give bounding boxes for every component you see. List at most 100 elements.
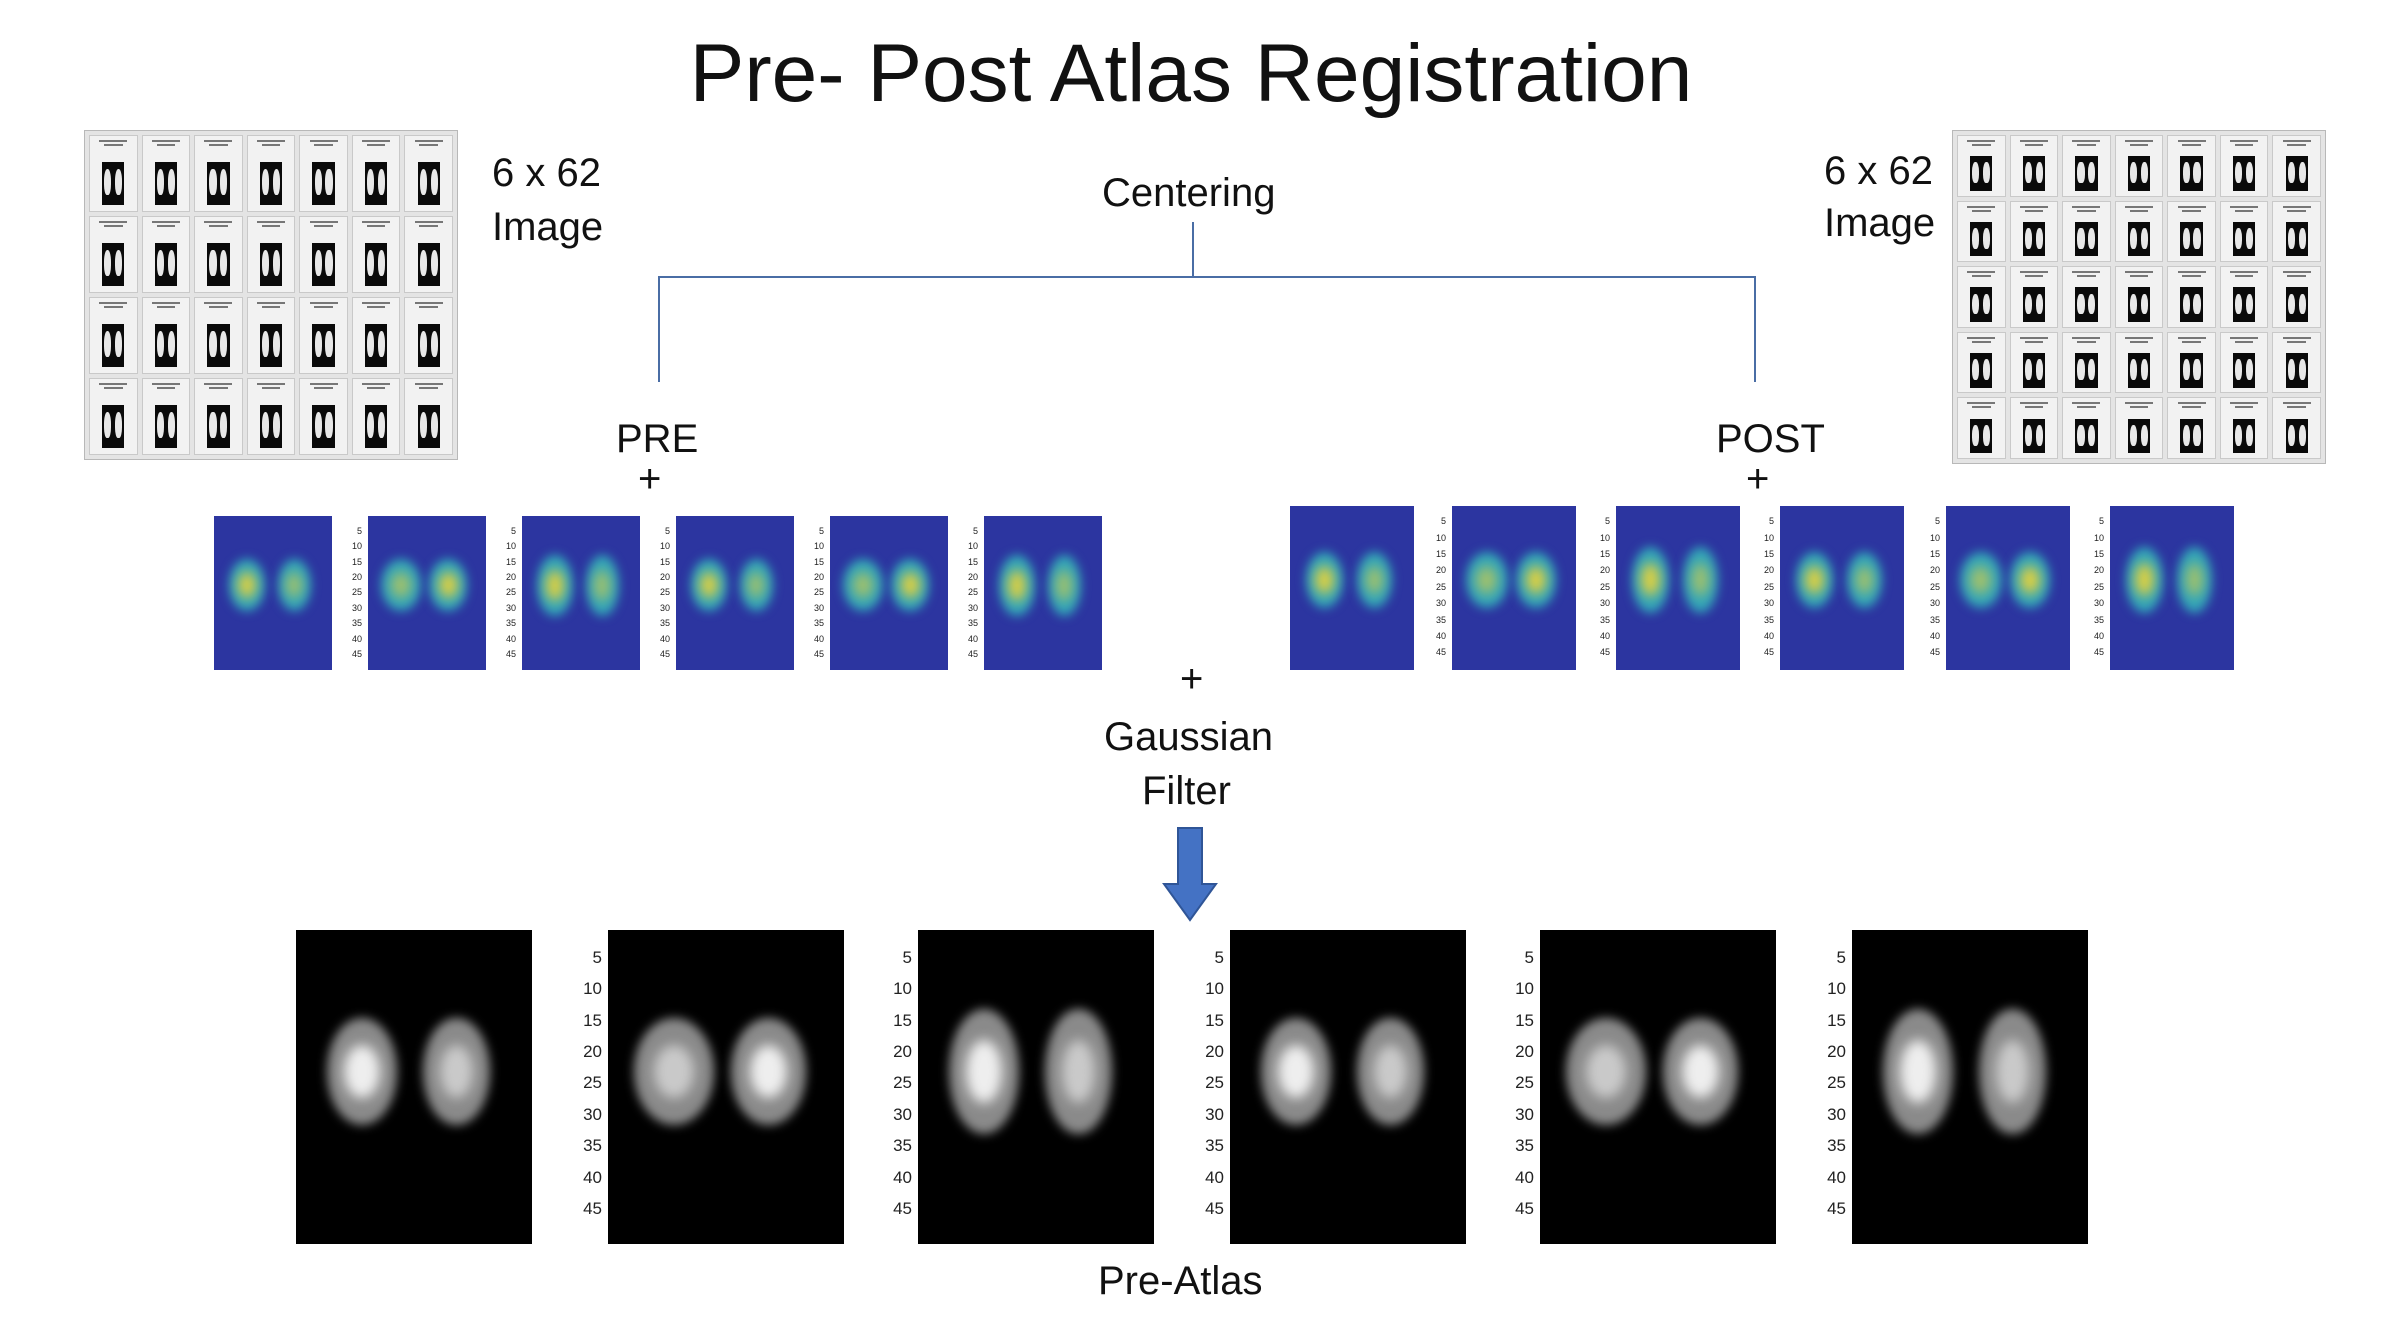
y-tick-label: 35 — [583, 1136, 602, 1156]
lung-hotspot — [1315, 565, 1334, 594]
y-tick-label: 10 — [583, 979, 602, 999]
y-tick-label: 25 — [1599, 581, 1610, 592]
y-tick-label: 35 — [1827, 1136, 1846, 1156]
y-tick-label: 15 — [583, 1010, 602, 1030]
post-image-grid — [1952, 130, 2326, 464]
grid-thumbnail — [194, 378, 243, 455]
y-tick-label: 35 — [893, 1136, 912, 1156]
y-tick-label: 15 — [1929, 549, 1940, 559]
grid-thumbnail — [2272, 200, 2321, 263]
grid-thumbnail — [351, 378, 401, 455]
y-tick-label: 5 — [2098, 516, 2104, 527]
y-tick-label: 40 — [813, 633, 824, 644]
pre-grid-image-label: Image — [492, 205, 604, 249]
grid-thumbnail — [351, 135, 401, 212]
y-tick-label: 25 — [1435, 581, 1446, 592]
y-axis-ticks: 5 10 15 20 25 30 35 40 45 — [568, 930, 602, 1244]
lung-hotspot — [2135, 563, 2154, 597]
grid-thumbnail — [141, 135, 191, 212]
grid-thumbnail — [299, 216, 348, 293]
gaussian-plus-symbol: + — [1180, 657, 1204, 701]
grid-thumbnail — [1957, 200, 2006, 263]
y-axis-ticks: 5 10 15 20 25 30 35 40 45 — [810, 516, 824, 670]
atlas-slice-2 — [608, 930, 844, 1244]
lung-hotspot — [1586, 1044, 1627, 1098]
y-axis-ticks: 5 10 15 20 25 30 35 40 45 — [1926, 506, 1940, 670]
y-axis-ticks: 5 10 15 20 25 30 35 40 45 — [1190, 930, 1224, 1244]
lung-hotspot — [1008, 569, 1026, 601]
grid-thumbnail — [89, 216, 138, 293]
y-tick-label: 20 — [351, 571, 362, 582]
pre-slice-1 — [214, 516, 332, 670]
grid-thumbnail — [2114, 200, 2164, 263]
pre-plus-symbol: + — [638, 457, 662, 501]
y-tick-label: 35 — [1205, 1136, 1224, 1156]
y-tick-label: 35 — [659, 618, 670, 629]
y-tick-label: 35 — [813, 618, 824, 629]
y-axis-ticks: 5 10 15 20 25 30 35 40 45 — [502, 516, 516, 670]
y-tick-label: 20 — [813, 571, 824, 582]
grid-thumbnail — [2062, 135, 2111, 197]
gaussian-label-line-1: Gaussian — [1104, 715, 1273, 759]
pre-slice-6 — [984, 516, 1102, 670]
y-tick-label: 45 — [1515, 1198, 1534, 1218]
grid-thumbnail — [351, 216, 401, 293]
grid-thumbnail — [351, 297, 401, 374]
y-tick-label: 10 — [1763, 532, 1774, 543]
atlas-slice-1 — [296, 930, 532, 1244]
lung-hotspot — [966, 1039, 1002, 1103]
atlas-slice-4 — [1230, 930, 1466, 1244]
grid-thumbnail — [299, 135, 348, 212]
y-axis-ticks: 5 10 15 20 25 30 35 40 45 — [964, 516, 978, 670]
lung-hotspot — [749, 1044, 788, 1098]
grid-thumbnail — [2167, 397, 2216, 459]
y-tick-label: 20 — [967, 571, 978, 582]
y-tick-label: 25 — [967, 587, 978, 598]
lung-hotspot — [1641, 563, 1660, 597]
grid-thumbnail — [246, 216, 296, 293]
lung-hotspot — [391, 572, 412, 599]
y-tick-label: 25 — [583, 1073, 602, 1093]
y-tick-label: 15 — [1599, 549, 1610, 559]
y-tick-label: 25 — [1515, 1073, 1534, 1093]
y-axis-ticks: 5 10 15 20 25 30 35 40 45 — [878, 930, 912, 1244]
page-title: Pre- Post Atlas Registration — [689, 28, 1693, 119]
grid-thumbnail — [2009, 135, 2059, 197]
y-tick-label: 20 — [659, 571, 670, 582]
pre-grid-size-label: 6 x 62 — [492, 151, 601, 195]
y-tick-label: 15 — [967, 556, 978, 567]
grid-thumbnail — [246, 378, 296, 455]
grid-thumbnail — [2062, 266, 2111, 328]
lung-hotspot — [1855, 565, 1873, 594]
connector-bar — [658, 276, 1756, 278]
y-tick-label: 10 — [1515, 979, 1534, 999]
y-tick-label: 20 — [583, 1041, 602, 1061]
lung-hotspot — [593, 569, 611, 601]
grid-thumbnail — [2219, 397, 2269, 459]
grid-thumbnail — [2272, 135, 2321, 197]
y-tick-label: 15 — [813, 556, 824, 567]
atlas-slice-6 — [1852, 930, 2088, 1244]
grid-thumbnail — [246, 135, 296, 212]
y-tick-label: 30 — [1929, 598, 1940, 609]
y-tick-label: 5 — [664, 525, 670, 536]
y-tick-label: 10 — [813, 541, 824, 552]
y-tick-label: 30 — [505, 602, 516, 613]
post-grid-size-label: 6 x 62 — [1824, 149, 1933, 193]
pre-slice-2 — [368, 516, 486, 670]
y-tick-label: 15 — [659, 556, 670, 567]
y-tick-label: 40 — [2093, 631, 2104, 641]
lung-hotspot — [900, 572, 920, 599]
y-tick-label: 45 — [1929, 647, 1940, 658]
grid-thumbnail — [2062, 397, 2111, 459]
y-tick-label: 40 — [1515, 1167, 1534, 1187]
y-tick-label: 5 — [1214, 947, 1224, 967]
grid-thumbnail — [404, 216, 453, 293]
grid-thumbnail — [2009, 266, 2059, 328]
y-tick-label: 45 — [1763, 647, 1774, 658]
y-tick-label: 45 — [583, 1198, 602, 1218]
lung-hotspot — [344, 1044, 380, 1098]
connector-stem — [1192, 222, 1194, 276]
y-tick-label: 40 — [1929, 631, 1940, 641]
y-tick-label: 40 — [967, 633, 978, 644]
